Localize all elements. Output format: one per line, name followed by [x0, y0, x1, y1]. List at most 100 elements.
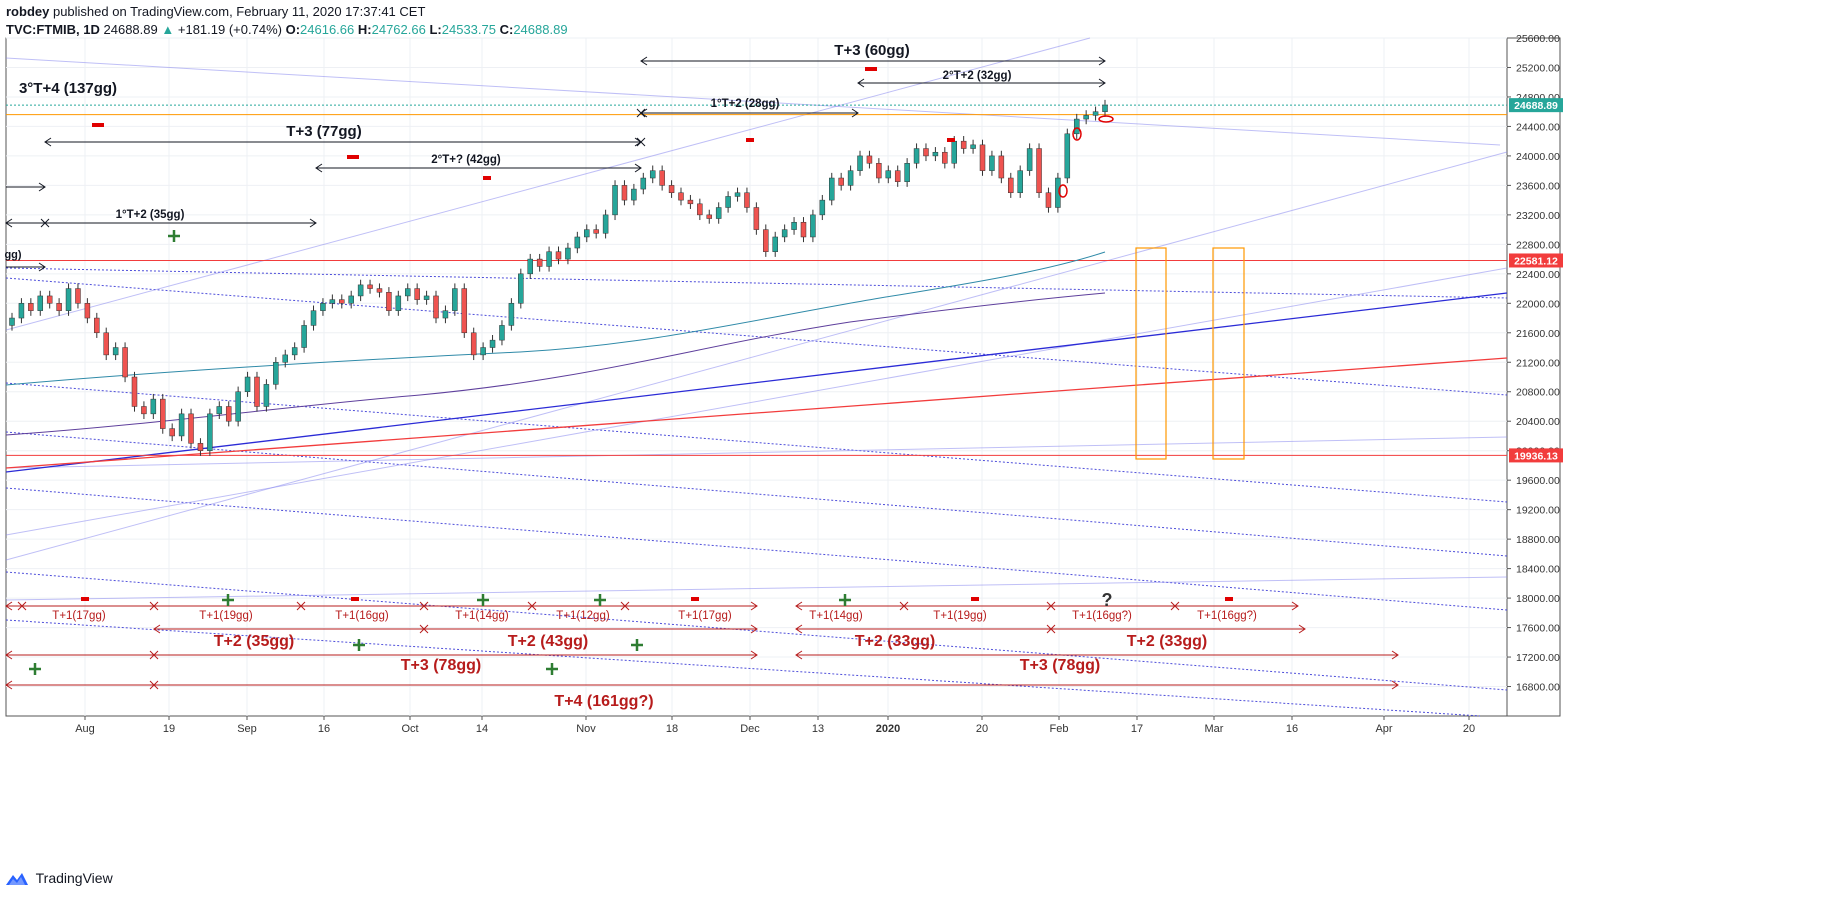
symbol-label[interactable]: TVC:FTMIB, 1D: [6, 22, 100, 37]
candle-body: [291, 347, 298, 356]
candle-body: [989, 155, 995, 171]
y-tick-label: 17200.00: [1516, 652, 1560, 664]
plus-marker: [594, 594, 606, 606]
y-tick-label: 25600.00: [1516, 33, 1560, 45]
candle-body: [819, 199, 826, 216]
arrow-head: [44, 137, 52, 147]
x-tick-label: 2020: [876, 723, 900, 735]
candle-body: [913, 148, 920, 164]
orange-time-box: [1135, 247, 1167, 460]
arrow-head: [1098, 56, 1106, 66]
y-tick-label: 18800.00: [1516, 534, 1560, 546]
candle-body: [593, 229, 599, 234]
arrow-head: [634, 163, 642, 173]
candle-body: [301, 325, 307, 348]
dotted-channel-line: [5, 571, 1508, 691]
arrow-head: [315, 163, 323, 173]
candle-body: [1073, 118, 1080, 135]
candle-body: [857, 155, 863, 171]
candle-body: [480, 347, 486, 356]
x-tick-label: 16: [1286, 723, 1298, 735]
candle-body: [254, 376, 260, 407]
y-tick-label: 18000.00: [1516, 593, 1560, 605]
author-name[interactable]: robdey: [6, 4, 50, 19]
question-mark: ?: [1102, 590, 1113, 610]
candle-body: [423, 295, 430, 300]
x-tick-label: Sep: [237, 723, 257, 735]
candle-body: [141, 406, 147, 415]
y-tick-label: 25200.00: [1516, 62, 1560, 74]
candle-body: [584, 229, 590, 238]
candle-body: [1026, 148, 1033, 171]
x-marker: [1170, 601, 1180, 611]
candle-body: [197, 443, 204, 451]
arrow-head: [795, 650, 803, 660]
tradingview-logo-icon[interactable]: [6, 872, 28, 886]
candle-body: [178, 413, 185, 437]
high-label: H:: [357, 22, 372, 37]
dotted-channel-line: [5, 267, 1508, 299]
candle-body: [150, 398, 157, 415]
y-tick-label: 20800.00: [1516, 387, 1560, 399]
candle-body: [951, 140, 957, 164]
candle-body: [56, 303, 62, 311]
price-tag-label: 22581.12: [1514, 255, 1558, 267]
annotation-label: T+3 (78gg): [1020, 657, 1100, 674]
candle-body: [357, 284, 364, 297]
annotation-label: 1°T+2 (28gg): [711, 98, 780, 110]
tradingview-brand[interactable]: TradingView: [35, 870, 113, 886]
up-arrow-icon: ▲: [161, 22, 175, 37]
candle-body: [9, 317, 15, 326]
candle-body: [235, 391, 241, 422]
arrow-head: [1098, 78, 1106, 88]
highlight-circle: [1098, 115, 1114, 123]
x-tick-label: 13: [812, 723, 824, 735]
highlight-circle: [1072, 127, 1082, 141]
light-trend-line: [5, 267, 1508, 536]
arrow-head: [1391, 680, 1399, 690]
candle-body: [621, 185, 628, 201]
x-tick-label: 20: [1463, 723, 1475, 735]
y-tick-label: 17600.00: [1516, 623, 1560, 635]
candle-body: [273, 362, 279, 385]
annotation-label: T+1(14gg): [455, 610, 509, 622]
candle-body: [1102, 104, 1108, 112]
plus-marker: [631, 639, 643, 651]
candle-body: [960, 140, 967, 149]
candle-body: [310, 310, 317, 326]
arrow-head: [750, 624, 758, 634]
price-tag-label: 24688.89: [1514, 100, 1558, 112]
annotation-label: T+2 (35gg): [214, 633, 294, 650]
x-tick-label: Apr: [1375, 723, 1392, 735]
candle-body: [1092, 111, 1099, 116]
candle-body: [546, 251, 552, 267]
candle-body: [188, 413, 194, 444]
candle-body: [169, 428, 175, 437]
x-tick-label: 20: [976, 723, 988, 735]
candle-body: [207, 413, 213, 451]
annotation-label: T+1(16gg?): [1197, 610, 1257, 622]
plus-marker: [546, 663, 558, 675]
candle-body: [508, 303, 515, 326]
y-tick-label: 19200.00: [1516, 505, 1560, 517]
minus-marker: [947, 138, 955, 142]
y-tick-label: 19600.00: [1516, 475, 1560, 487]
arrow-head: [5, 218, 13, 228]
light-trend-line: [5, 576, 1508, 601]
change-value: +181.19 (+0.74%): [177, 22, 282, 37]
candle-body: [470, 332, 477, 356]
candle-body: [94, 317, 100, 334]
candle-body: [320, 303, 326, 311]
y-tick-label: 21200.00: [1516, 357, 1560, 369]
candle-body: [876, 163, 882, 179]
arrow-head: [309, 218, 317, 228]
candle-body: [433, 295, 439, 319]
candle-body: [763, 229, 769, 252]
candle-body: [414, 288, 420, 300]
candle-body: [386, 292, 392, 311]
candle-body: [800, 221, 807, 238]
x-tick-label: Mar: [1205, 723, 1224, 735]
candle-body: [1064, 133, 1071, 179]
y-tick-label: 21600.00: [1516, 328, 1560, 340]
